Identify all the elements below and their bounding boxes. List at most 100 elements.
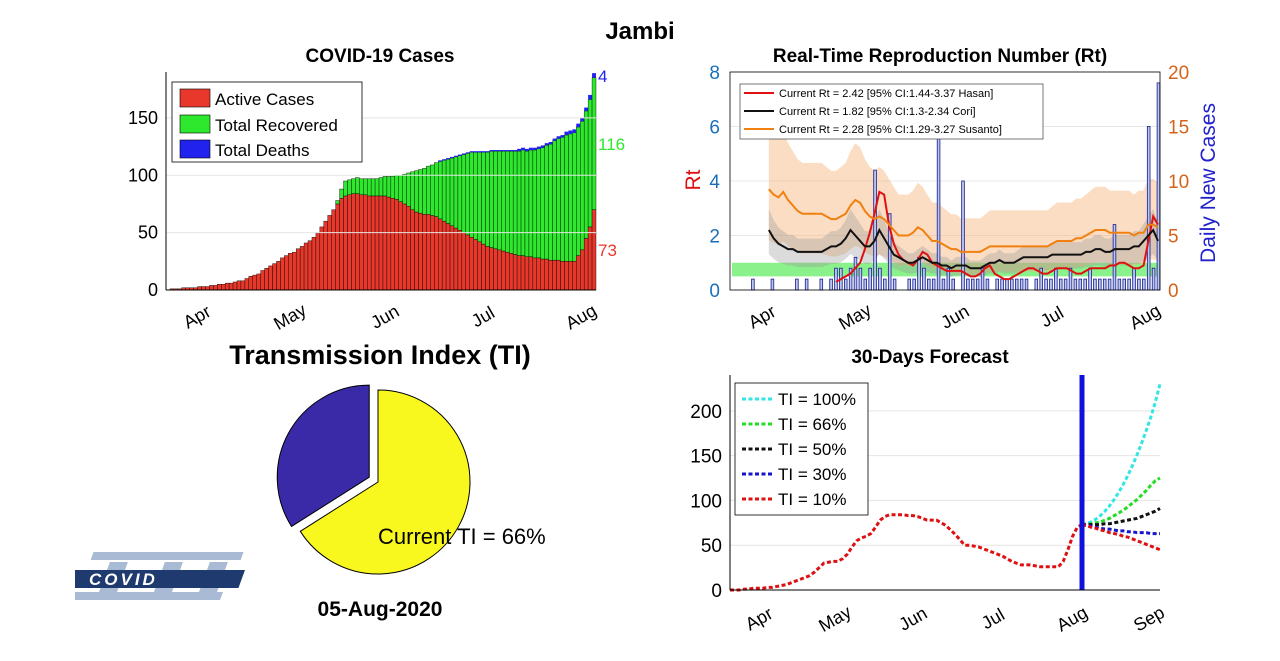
rt-legend: Current Rt = 2.42 [95% CI:1.44-3.37 Hasa… xyxy=(739,83,1044,140)
rt-ytick-label: 8 xyxy=(709,63,720,84)
deaths-bar xyxy=(469,151,474,153)
cases-ytick-label: 100 xyxy=(128,165,158,185)
rt-legend-cori: Current Rt = 1.82 [95% CI:1.3-2.34 Cori] xyxy=(779,106,976,118)
forecast-chart-title: 30-Days Forecast xyxy=(851,347,1009,368)
fc-series-line-3 xyxy=(1081,523,1160,536)
fc-history-line xyxy=(730,513,1083,592)
deaths-bar xyxy=(588,94,593,100)
logo-text: COVID xyxy=(89,570,158,589)
legend-recovered: Total Recovered xyxy=(215,116,338,135)
rt-y2tick-label: 0 xyxy=(1168,281,1179,302)
fc-xtick-label: Jul xyxy=(978,604,1008,633)
deaths-bar xyxy=(457,154,462,156)
fc-xtick-label: Jun xyxy=(895,603,930,635)
fc-xtick-label: Apr xyxy=(742,603,776,634)
cases-ytick-label: 50 xyxy=(138,223,158,243)
deaths-bar xyxy=(576,123,581,128)
fc-xtick-label: Aug xyxy=(1053,602,1091,635)
rt-confidence-band-cori xyxy=(768,209,1158,277)
cases-bars xyxy=(169,73,597,291)
deaths-bar xyxy=(524,148,529,152)
pie-slice-1 xyxy=(276,384,370,528)
rt-y2tick-label: 15 xyxy=(1168,118,1189,139)
forecast-legend: TI = 100% TI = 66% TI = 50% TI = 30% TI … xyxy=(734,382,869,516)
deaths-bar xyxy=(481,151,486,153)
deaths-bar xyxy=(446,158,451,160)
cases-ytick-label: 150 xyxy=(128,108,158,128)
deaths-bar xyxy=(438,160,443,162)
deaths-bar xyxy=(497,150,502,152)
end-label-recovered: 116 xyxy=(598,135,625,154)
deaths-bar xyxy=(548,141,553,145)
deaths-bar xyxy=(450,156,454,159)
deaths-bar xyxy=(442,159,447,161)
deaths-bar xyxy=(489,150,494,152)
deaths-bar xyxy=(556,136,561,139)
deaths-bar xyxy=(528,147,533,151)
deaths-bar xyxy=(493,150,498,152)
rt-y2tick-label: 5 xyxy=(1168,227,1179,248)
fc-legend-50: TI = 50% xyxy=(778,440,847,459)
deaths-bar xyxy=(509,150,514,152)
fc-series-line-2 xyxy=(1082,507,1161,527)
deaths-bar xyxy=(477,151,482,153)
fc-xtick-label: May xyxy=(815,602,854,636)
cases-chart-title: COVID-19 Cases xyxy=(305,46,455,67)
cases-ytick-label: 0 xyxy=(148,280,158,300)
deaths-bar xyxy=(584,107,589,112)
fc-series-line-0 xyxy=(1081,383,1162,527)
legend-deaths: Total Deaths xyxy=(215,141,310,160)
rt-y2tick-label: 10 xyxy=(1168,172,1189,193)
fc-ytick-label: 150 xyxy=(690,447,722,468)
rt-y2label: Daily New Cases xyxy=(1197,103,1220,263)
rt-legend-susanto: Current Rt = 2.28 [95% CI:1.29-3.27 Susa… xyxy=(779,124,1002,136)
rt-y2tick-label: 20 xyxy=(1168,63,1189,84)
deaths-bar xyxy=(544,143,549,146)
end-label-active: 73 xyxy=(598,241,617,260)
deaths-bar xyxy=(461,153,466,155)
deaths-bar xyxy=(532,147,537,151)
fc-legend-66: TI = 66% xyxy=(778,415,847,434)
deaths-bar xyxy=(501,150,506,152)
deaths-bar xyxy=(465,152,470,154)
rt-series-line-1 xyxy=(767,227,1159,270)
fc-legend-100: TI = 100% xyxy=(778,390,856,409)
deaths-bar xyxy=(536,146,541,149)
rt-series-line-2 xyxy=(768,188,1159,253)
ti-section-title: Transmission Index (TI) xyxy=(229,340,531,370)
deaths-bar xyxy=(564,131,569,136)
deaths-bar xyxy=(453,155,458,157)
deaths-bar xyxy=(552,138,557,141)
fc-ytick-label: 100 xyxy=(690,491,722,512)
fc-ytick-label: 200 xyxy=(690,402,722,423)
end-label-deaths: 4 xyxy=(598,67,607,86)
deaths-bar xyxy=(540,145,545,148)
rt-ytick-label: 6 xyxy=(709,118,720,139)
fc-legend-10: TI = 10% xyxy=(778,490,847,509)
rt-legend-hasan: Current Rt = 2.42 [95% CI:1.44-3.37 Hasa… xyxy=(779,88,993,100)
rt-series-line-0 xyxy=(835,190,1159,283)
deaths-bar xyxy=(521,147,525,151)
fc-series-line-4 xyxy=(1081,523,1161,552)
legend-swatch-deaths xyxy=(179,139,211,159)
deaths-bar xyxy=(517,148,522,152)
rt-axes-box xyxy=(729,71,1161,291)
report-date: 05-Aug-2020 xyxy=(317,598,443,621)
fc-ytick-label: 0 xyxy=(711,581,722,602)
page-title: Jambi xyxy=(605,18,675,45)
rt-ytick-label: 0 xyxy=(709,281,720,302)
deaths-bar xyxy=(505,150,510,152)
rt-chart-title: Real-Time Reproduction Number (Rt) xyxy=(772,46,1108,67)
ti-pie-chart xyxy=(276,384,471,575)
fc-series-line-1 xyxy=(1082,476,1161,527)
deaths-bar xyxy=(485,151,490,153)
deaths-bar xyxy=(513,150,518,152)
deaths-bar xyxy=(473,151,478,153)
deaths-bar xyxy=(580,117,585,122)
legend-swatch-active xyxy=(179,88,211,108)
deaths-bar xyxy=(592,73,596,78)
fc-legend-30: TI = 30% xyxy=(778,465,847,484)
